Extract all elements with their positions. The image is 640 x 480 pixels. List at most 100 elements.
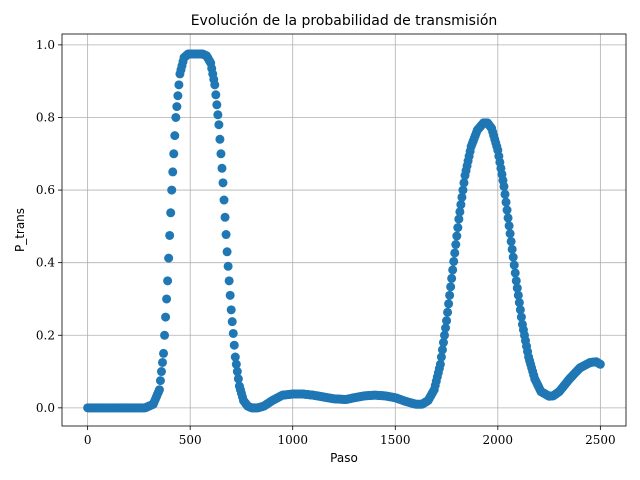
y-tick-label: 1.0 [36, 38, 55, 52]
data-point [213, 110, 223, 120]
data-point [232, 367, 242, 377]
y-tick-label: 0.8 [36, 110, 55, 124]
data-point [455, 207, 465, 217]
data-point [452, 231, 462, 241]
data-point [160, 330, 170, 340]
data-point [511, 276, 521, 286]
data-point [172, 102, 182, 112]
data-point [219, 195, 229, 205]
data-point [453, 223, 463, 233]
data-point [499, 181, 509, 191]
data-point [231, 359, 241, 369]
data-point [513, 290, 523, 300]
data-point [439, 330, 449, 340]
data-point [163, 276, 173, 286]
data-point [442, 316, 452, 326]
data-point [228, 328, 238, 338]
data-point [220, 212, 230, 222]
data-point [164, 253, 174, 263]
data-point [156, 367, 166, 377]
data-point [515, 305, 525, 315]
data-point [512, 283, 522, 293]
data-point [171, 112, 181, 122]
data-point [227, 317, 237, 327]
data-point [159, 348, 169, 358]
data-point [218, 178, 228, 188]
y-tick-label: 0.6 [36, 183, 55, 197]
data-point [167, 185, 177, 195]
x-tick-label: 2500 [585, 433, 616, 447]
data-point [162, 294, 172, 304]
data-point [505, 229, 515, 239]
data-point [458, 185, 468, 195]
data-point [212, 100, 222, 110]
data-point [161, 312, 171, 322]
data-point [444, 299, 454, 309]
data-point [500, 189, 510, 199]
data-point [226, 305, 236, 315]
x-tick-label: 1500 [380, 433, 411, 447]
data-point [165, 230, 175, 240]
data-point [221, 230, 231, 240]
data-point [502, 205, 512, 215]
y-axis: 0.0 0.2 0.4 0.6 0.8 1.0 [36, 38, 62, 415]
data-point [210, 80, 220, 90]
data-point [217, 163, 227, 173]
data-point [509, 260, 519, 270]
data-point [229, 340, 239, 350]
data-point [230, 352, 240, 362]
data-point [215, 134, 225, 144]
data-point [504, 221, 514, 231]
data-point [516, 312, 526, 322]
data-point [169, 149, 179, 159]
data-point [436, 352, 446, 362]
data-point [507, 244, 517, 254]
data-point [441, 323, 451, 333]
y-tick-label: 0.4 [36, 256, 55, 270]
data-point [449, 256, 459, 266]
x-tick-label: 2000 [483, 433, 514, 447]
data-point [168, 167, 178, 177]
data-point [170, 131, 180, 141]
data-point [450, 248, 460, 258]
data-point [435, 359, 445, 369]
data-point [443, 307, 453, 317]
data-point [448, 265, 458, 275]
data-point [174, 80, 184, 90]
data-point [166, 208, 176, 218]
data-point [173, 91, 183, 101]
data-point [595, 359, 605, 369]
x-tick-label: 500 [179, 433, 202, 447]
data-point [508, 252, 518, 262]
data-points [83, 49, 605, 413]
x-axis-label: Paso [330, 451, 358, 465]
data-point [438, 338, 448, 348]
data-point [223, 261, 233, 271]
data-point [503, 213, 513, 223]
data-point [454, 214, 464, 224]
data-point [216, 149, 226, 159]
data-point [233, 374, 243, 384]
data-point [225, 290, 235, 300]
plot-frame [61, 33, 627, 427]
data-point [437, 345, 447, 355]
chart-title: Evolución de la probabilidad de transmis… [191, 13, 498, 29]
data-point [456, 200, 466, 210]
x-tick-label: 0 [84, 433, 92, 447]
data-point [506, 236, 516, 246]
x-tick-label: 1000 [277, 433, 308, 447]
data-point [457, 192, 467, 202]
data-point [446, 282, 456, 292]
x-axis: 0 500 1000 1500 2000 2500 [84, 426, 616, 447]
data-point [211, 90, 221, 100]
data-point [514, 298, 524, 308]
y-tick-label: 0.0 [36, 401, 55, 415]
data-point [157, 357, 167, 367]
data-point [222, 247, 232, 257]
data-point [451, 240, 461, 250]
data-point [501, 197, 511, 207]
data-point [224, 276, 234, 286]
data-point [155, 376, 165, 386]
data-point [447, 273, 457, 283]
